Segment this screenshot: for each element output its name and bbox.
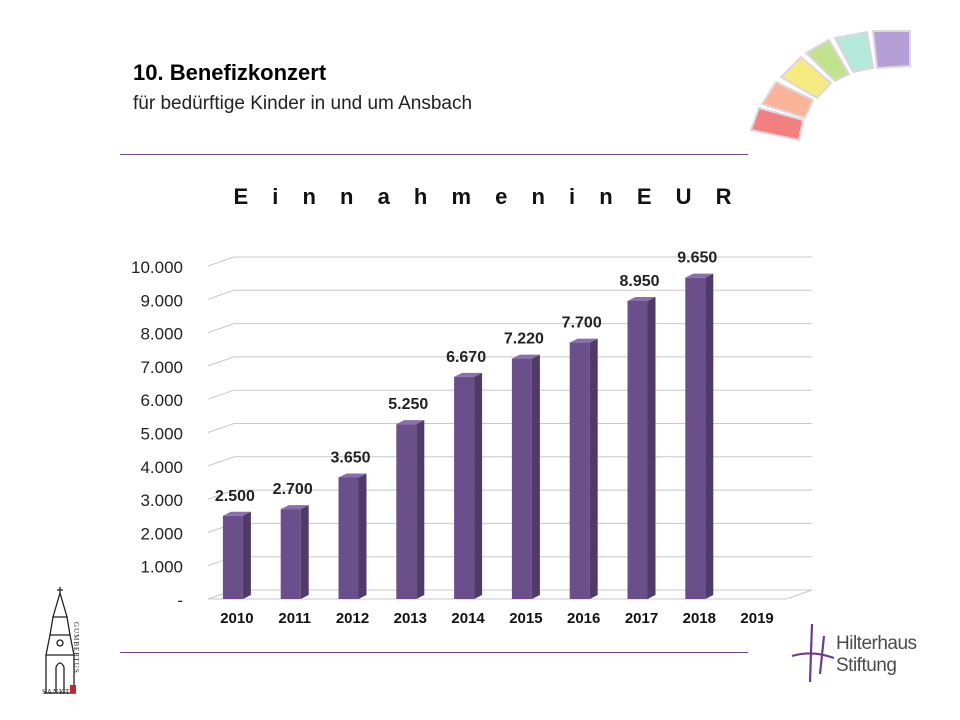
bar xyxy=(338,473,367,599)
data-label: 9.650 xyxy=(677,250,717,267)
bar-top xyxy=(338,473,367,478)
data-label: 3.650 xyxy=(330,449,370,466)
data-label: 5.250 xyxy=(388,396,428,413)
bar-top xyxy=(627,296,656,301)
bar-top xyxy=(685,273,714,278)
bar xyxy=(222,511,251,599)
bottom-divider xyxy=(120,652,748,653)
foundation-name-line2: Stiftung xyxy=(836,655,897,676)
bar-top xyxy=(280,505,309,510)
bar xyxy=(627,296,656,599)
church-tower-icon xyxy=(44,587,76,694)
chart-title: E i n n a h m e n i n E U R xyxy=(233,184,741,209)
bar xyxy=(511,354,540,599)
bar-front xyxy=(511,358,532,599)
x-tick-label: 2011 xyxy=(278,610,311,627)
bar-top xyxy=(396,420,425,425)
y-tick-label: 8.000 xyxy=(140,325,183,344)
bar-front xyxy=(627,300,648,599)
data-label: 7.220 xyxy=(504,331,544,348)
x-tick-label: 2016 xyxy=(567,610,600,627)
bar-side xyxy=(474,372,483,599)
y-tick-label: - xyxy=(177,591,183,610)
header-subtitle: für bedürftige Kinder in und um Ansbach xyxy=(133,93,473,114)
bar xyxy=(569,338,598,599)
x-tick-label: 2015 xyxy=(509,610,542,627)
y-tick-label: 1.000 xyxy=(140,558,183,577)
gridline-slant xyxy=(207,456,235,467)
y-tick-label: 4.000 xyxy=(140,458,183,477)
bar-front xyxy=(454,376,475,599)
bar-front xyxy=(685,277,706,599)
x-tick-label: 2014 xyxy=(451,610,485,627)
bar-top xyxy=(222,511,251,516)
bar-front xyxy=(280,509,301,599)
data-label: 8.950 xyxy=(619,273,659,290)
bar-front xyxy=(396,424,417,599)
bar-side xyxy=(416,420,425,599)
y-tick-label: 3.000 xyxy=(140,491,183,510)
bar-front xyxy=(222,515,243,599)
top-divider xyxy=(120,154,748,155)
x-tick-label: 2017 xyxy=(625,610,658,627)
rainbow-arc-icon xyxy=(749,30,911,142)
y-tick-label: 7.000 xyxy=(140,358,183,377)
floor-side-edge xyxy=(785,589,813,600)
gridline-slant xyxy=(207,356,235,367)
gridline-slant xyxy=(207,289,235,300)
bar-side xyxy=(647,296,656,599)
x-tick-label: 2012 xyxy=(336,610,369,627)
header-title: 10. Benefizkonzert xyxy=(133,60,327,85)
bar-side xyxy=(300,505,309,599)
bar-side xyxy=(705,273,714,599)
bar xyxy=(685,273,714,599)
bar xyxy=(280,505,309,599)
x-tick-label: 2018 xyxy=(683,610,716,627)
bar-top xyxy=(569,338,598,343)
bar-top xyxy=(454,372,483,377)
church-label-gumbertus: GUMBERTUS xyxy=(72,622,80,674)
gridline-slant xyxy=(207,423,235,433)
bar-side xyxy=(242,511,251,599)
data-label: 6.670 xyxy=(446,349,486,366)
bar-front xyxy=(569,342,590,599)
foundation-name-line1: Hilterhaus xyxy=(836,633,917,654)
y-tick-label: 2.000 xyxy=(140,524,183,543)
bar-side xyxy=(589,338,598,599)
bar-side xyxy=(358,473,367,599)
gridline-slant xyxy=(207,323,235,334)
y-tick-label: 5.000 xyxy=(140,425,183,444)
data-label: 7.700 xyxy=(562,315,602,332)
x-tick-label: 2019 xyxy=(740,610,773,627)
y-tick-label: 10.000 xyxy=(131,258,183,277)
y-tick-label: 6.000 xyxy=(140,391,183,410)
gridline-slant xyxy=(207,256,235,267)
x-tick-label: 2010 xyxy=(220,610,253,627)
data-label: 2.500 xyxy=(215,488,255,505)
bar-top xyxy=(511,354,540,359)
bar xyxy=(454,372,483,599)
gridline-slant xyxy=(207,389,235,400)
y-tick-label: 9.000 xyxy=(140,291,183,310)
bar xyxy=(396,420,425,599)
bar-side xyxy=(531,354,540,599)
x-tick-label: 2013 xyxy=(394,610,427,627)
foundation-monogram-icon xyxy=(791,623,835,683)
church-label-sankt: SANKT xyxy=(42,688,71,696)
gridline-slant xyxy=(207,489,235,500)
bar-front xyxy=(338,477,359,599)
data-label: 2.700 xyxy=(273,481,313,498)
